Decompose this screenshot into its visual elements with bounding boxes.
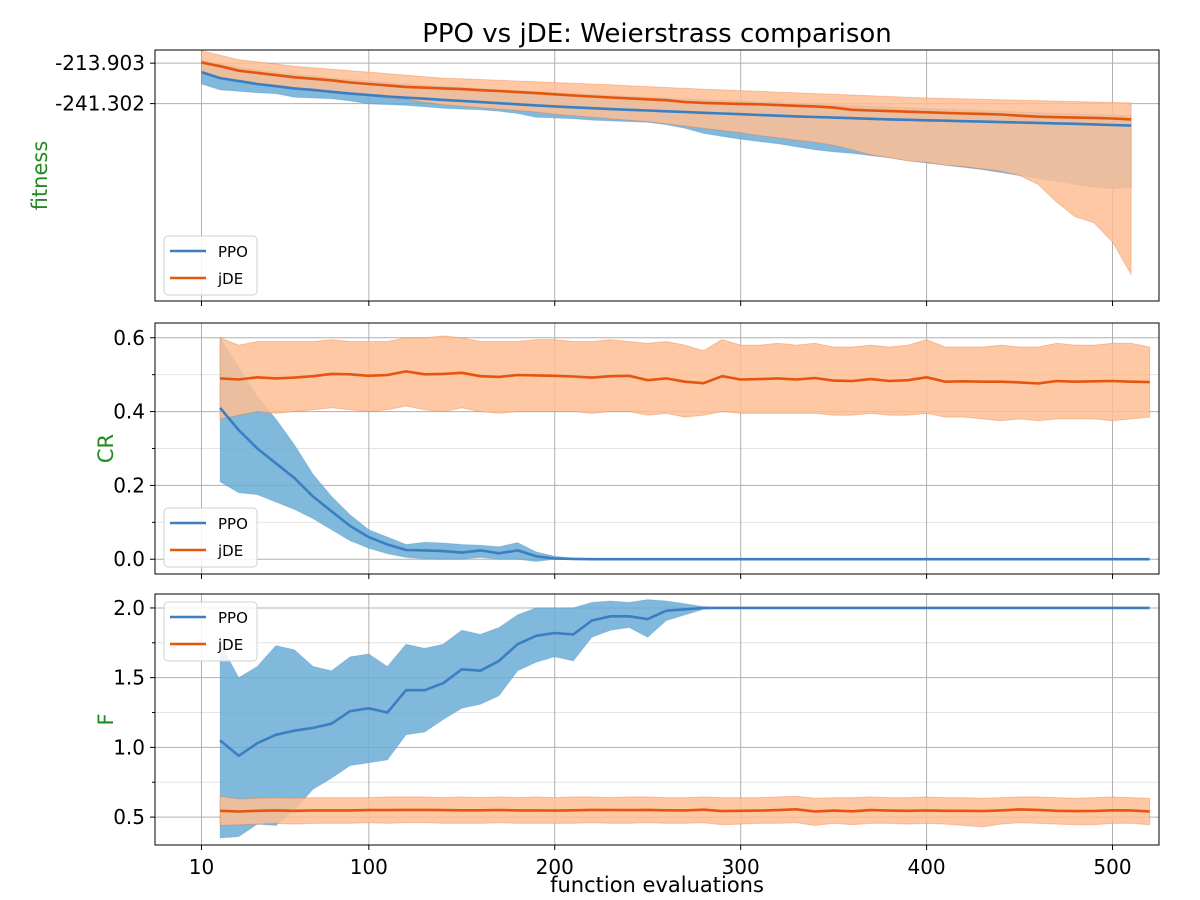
y-axis-label: fitness <box>28 141 52 211</box>
series-layer <box>219 335 1151 563</box>
x-tick-label: 100 <box>350 855 388 879</box>
x-axis <box>200 574 1114 579</box>
y-axis: 0.5 1.0 1.5 2.0 <box>113 596 155 829</box>
plot-frame <box>154 593 1160 846</box>
y-tick-label: -241.302 <box>55 92 145 116</box>
line-jde <box>201 61 1132 121</box>
band-jde <box>201 50 1132 277</box>
y-tick-label: -213.903 <box>55 51 145 75</box>
panel-fitness: -213.903 -241.302 fitness PPO jDE <box>28 49 1160 306</box>
series-layer <box>219 599 1151 839</box>
line-ppo <box>219 606 1150 758</box>
line-jde <box>220 370 1150 385</box>
legend-label-ppo: PPO <box>218 243 248 261</box>
y-tick-label: 0.2 <box>113 473 145 497</box>
x-tick-label: 500 <box>1093 855 1131 879</box>
panels: -213.903-241.302fitnessPPOjDE0.00.20.40.… <box>28 49 1160 879</box>
band-jde <box>219 335 1151 422</box>
x-axis: 10 100 200 300 400 500 <box>189 845 1132 879</box>
y-tick-label: 1.5 <box>113 666 145 690</box>
x-axis-label: function evaluations <box>550 873 764 897</box>
y-tick-label: 1.0 <box>113 735 145 759</box>
y-tick-label: 0.4 <box>113 400 145 424</box>
x-tick-label: 300 <box>722 855 760 879</box>
legend-label-ppo: PPO <box>218 609 248 627</box>
y-tick-label: 0.6 <box>113 326 145 350</box>
y-axis: -213.903 -241.302 <box>55 51 155 116</box>
y-axis: 0.0 0.2 0.4 0.6 <box>113 326 155 571</box>
panel-cr: 0.0 0.2 0.4 0.6 CR PPO jDE <box>94 322 1160 579</box>
y-tick-label: 0.0 <box>113 547 145 571</box>
y-tick-label: 0.5 <box>113 805 145 829</box>
legend-label-jde: jDE <box>217 542 243 560</box>
legend: PPO jDE <box>163 601 258 662</box>
panel-f: 0.5 1.0 1.5 2.0 10 100 200 300 400 500 F PPO jDE <box>94 593 1160 879</box>
x-tick-label: 200 <box>536 855 574 879</box>
y-axis-label: CR <box>94 434 118 463</box>
line-ppo <box>201 70 1132 127</box>
x-tick-label: 10 <box>189 855 214 879</box>
legend-label-jde: jDE <box>217 270 243 288</box>
y-tick-label: 2.0 <box>113 596 145 620</box>
plot-frame <box>154 49 1160 302</box>
legend: PPO jDE <box>163 507 258 568</box>
x-axis <box>200 301 1114 306</box>
chart-title: PPO vs jDE: Weierstrass comparison <box>422 19 892 49</box>
line-ppo <box>219 407 1150 561</box>
series-layer <box>201 50 1132 277</box>
legend-label-jde: jDE <box>217 636 243 654</box>
legend-label-ppo: PPO <box>218 515 248 533</box>
legend: PPO jDE <box>163 235 258 296</box>
line-jde <box>220 807 1150 813</box>
y-axis-label: F <box>94 713 118 725</box>
x-tick-label: 400 <box>907 855 945 879</box>
